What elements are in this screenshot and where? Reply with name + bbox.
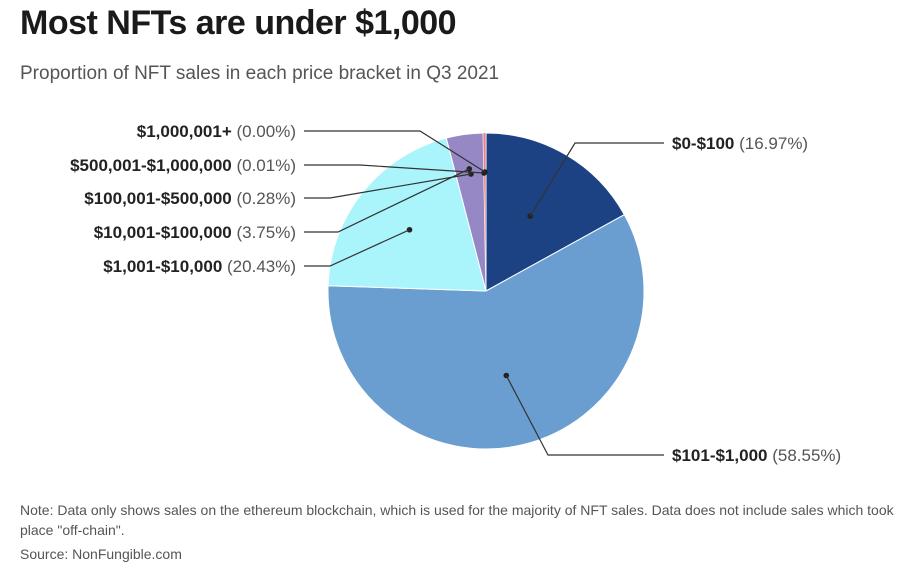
slice-label-percent: (0.28%) xyxy=(232,189,296,208)
leader-line-500-001-1-000-000 xyxy=(304,164,485,174)
slice-label-percent: (20.43%) xyxy=(222,257,296,276)
slice-label-100-001-500-000: $100,001-$500,000 (0.28%) xyxy=(84,189,296,208)
pie-chart: $0-$100 (16.97%) $101-$1,000 (58.55%) $1,0… xyxy=(70,122,841,465)
slice-label-101-1-000: $101-$1,000 (58.55%) xyxy=(672,446,841,465)
slice-label-percent: (16.97%) xyxy=(734,134,808,153)
slice-label-10-001-100-000: $10,001-$100,000 (3.75%) xyxy=(94,223,296,242)
slice-label-name: $101-$1,000 xyxy=(672,446,767,465)
leader-line-0-100 xyxy=(529,142,664,217)
leader-line-1-001-10-000 xyxy=(304,229,410,267)
anchor-dot-10-001-100-000 xyxy=(466,166,473,172)
pie-slice-101-1-000 xyxy=(327,213,645,450)
slice-label-name: $1,001-$10,000 xyxy=(103,257,222,276)
slice-label-name: $0-$100 xyxy=(672,134,734,153)
pie-slice-0-100 xyxy=(485,132,626,292)
leader-line-1-000-001 xyxy=(304,130,486,173)
chart-title: Most NFTs are under $1,000 xyxy=(20,4,457,42)
slice-label-name: $1,000,001+ xyxy=(137,122,232,141)
chart-subtitle: Proportion of NFT sales in each price br… xyxy=(20,63,500,84)
slice-label-percent: (0.00%) xyxy=(232,122,296,141)
slice-label-1-001-10-000: $1,001-$10,000 (20.43%) xyxy=(103,257,296,276)
slice-label-500-001-1-000-000: $500,001-$1,000,000 (0.01%) xyxy=(70,156,296,175)
leader-line-100-001-500-000 xyxy=(304,173,472,199)
slice-label-percent: (58.55%) xyxy=(767,446,841,465)
leader-line-10-001-100-000 xyxy=(304,168,470,233)
anchor-dot-1-001-10-000 xyxy=(406,226,413,233)
chart-note: Note: Data only shows sales on the ether… xyxy=(20,502,894,538)
chart-source: Source: NonFungible.com xyxy=(20,546,182,562)
slice-label-0-100: $0-$100 (16.97%) xyxy=(672,134,808,153)
slice-label-percent: (0.01%) xyxy=(232,156,296,175)
leader-line-101-1-000 xyxy=(505,375,664,456)
slice-label-name: $500,001-$1,000,000 xyxy=(70,156,232,175)
slice-label-name: $10,001-$100,000 xyxy=(94,223,232,242)
slice-label-percent: (3.75%) xyxy=(232,223,296,242)
slice-label-1-000-001: $1,000,001+ (0.00%) xyxy=(137,122,296,141)
slice-label-name: $100,001-$500,000 xyxy=(84,189,231,208)
